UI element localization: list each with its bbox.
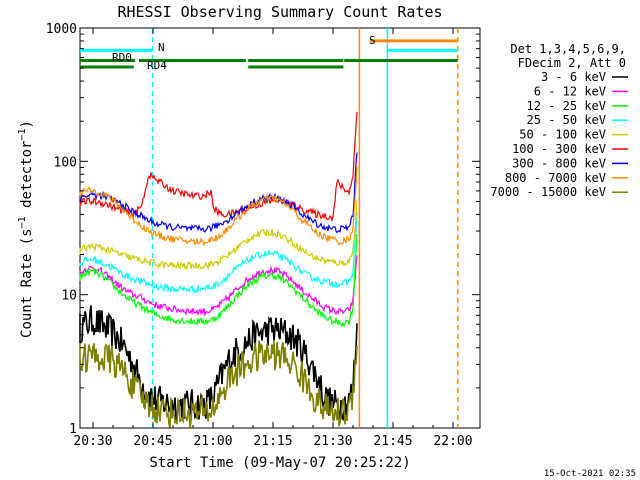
x-tick-label-0: 20:30 — [73, 434, 112, 449]
x-tick-label-5: 21:45 — [373, 434, 412, 449]
legend-label-7: 800 - 7000 keV — [505, 171, 606, 185]
y-tick-label-0: 1 — [69, 422, 77, 437]
x-tick-label-3: 21:15 — [253, 434, 292, 449]
legend-header-line-1: Det 1,3,4,5,6,9, — [510, 42, 626, 56]
series-line-0 — [79, 305, 358, 422]
legend-label-8: 7000 - 15000 keV — [490, 185, 606, 199]
plot-frame — [79, 27, 481, 429]
x-tick-label-1: 20:45 — [133, 434, 172, 449]
flag-label-s: S — [369, 34, 376, 47]
flag-label-rd4: RD4 — [147, 59, 167, 72]
series-line-6 — [79, 152, 358, 234]
x-axis-ticks: 20:30 20:45 21:00 21:15 21:30 21:45 22:00 — [73, 28, 473, 449]
series-line-3 — [79, 212, 358, 294]
legend-label-1: 6 - 12 keV — [534, 84, 606, 98]
vertical-marker-lines — [151, 28, 459, 428]
y-axis-label: Count Rate (s−1 detector−1) — [17, 120, 35, 338]
x-axis-label: Start Time (09-May-07 20:25:22) — [149, 455, 410, 471]
y-axis-ticks: 1 10 100 1000 — [46, 22, 480, 437]
legend-label-4: 50 - 100 keV — [519, 128, 606, 142]
y-tick-label-1: 10 — [61, 289, 77, 304]
series-line-7 — [79, 166, 358, 247]
series-lines — [79, 111, 358, 429]
legend: Det 1,3,4,5,6,9, FDecim 2, Att 0 3 - 6 k… — [490, 42, 628, 199]
flag-label-n: N — [158, 41, 165, 54]
series-line-8 — [79, 340, 358, 429]
x-tick-label-2: 21:00 — [193, 434, 232, 449]
legend-label-0: 3 - 6 keV — [541, 70, 606, 84]
legend-label-5: 100 - 300 keV — [512, 142, 606, 156]
x-tick-label-4: 21:30 — [313, 434, 352, 449]
series-line-2 — [79, 234, 358, 328]
y-tick-label-3: 1000 — [46, 22, 77, 37]
legend-header-line-2: FDecim 2, Att 0 — [518, 56, 626, 70]
series-line-1 — [79, 255, 358, 317]
x-tick-label-6: 22:00 — [433, 434, 472, 449]
flag-bars: RD0 N RD4 S — [80, 34, 458, 72]
flag-label-rd0: RD0 — [112, 51, 132, 64]
legend-label-3: 25 - 50 keV — [527, 113, 606, 127]
series-line-4 — [79, 199, 358, 271]
timestamp: 15-Oct-2021 02:35 — [544, 469, 636, 479]
y-tick-label-2: 100 — [54, 155, 77, 170]
chart-title: RHESSI Observing Summary Count Rates — [117, 3, 442, 21]
legend-label-2: 12 - 25 keV — [527, 99, 606, 113]
legend-label-6: 300 - 800 keV — [512, 156, 606, 170]
